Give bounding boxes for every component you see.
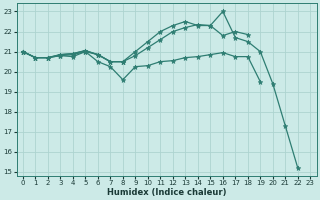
X-axis label: Humidex (Indice chaleur): Humidex (Indice chaleur) — [107, 188, 226, 197]
